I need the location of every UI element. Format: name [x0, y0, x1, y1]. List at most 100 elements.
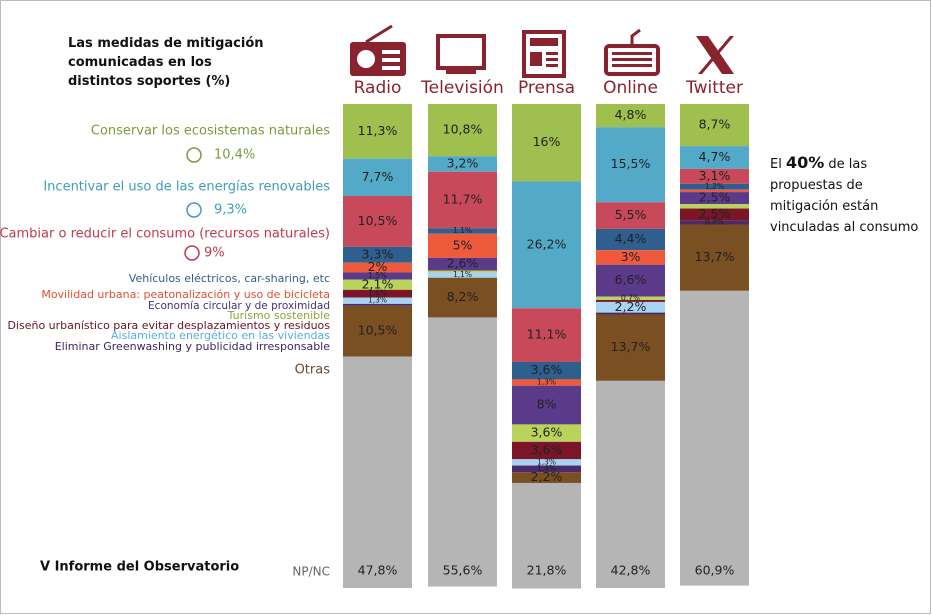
value-label: 3,6% — [531, 362, 563, 377]
bar-segment — [428, 228, 497, 234]
legend-total: 10,4% — [214, 148, 255, 163]
value-label: 60,9% — [695, 563, 735, 578]
bar-segment — [680, 183, 749, 190]
value-label: 1,5% — [368, 271, 387, 280]
bar-segment — [343, 289, 412, 298]
value-label: 11,3% — [358, 123, 398, 138]
category-label: Prensa — [518, 78, 575, 98]
value-label: 5% — [453, 237, 473, 252]
note-text: El — [770, 157, 782, 172]
value-label: 7,7% — [362, 169, 394, 184]
bar-segment — [512, 465, 581, 473]
bar-segment — [343, 104, 412, 159]
bar-segment — [680, 224, 749, 291]
bar-segment — [596, 228, 665, 251]
value-label: 42,8% — [611, 563, 651, 578]
chart-title: Las medidas de mitigación comunicadas en… — [68, 36, 264, 89]
note-highlight: 40% — [785, 153, 825, 172]
bar-segment — [428, 257, 497, 271]
value-label: 13,7% — [611, 339, 651, 354]
legend-label: Economía circular y de proximidad — [148, 300, 330, 312]
bar-segment — [680, 220, 749, 225]
bar-segment — [680, 192, 749, 205]
value-label: 6,6% — [615, 272, 647, 287]
bar-segment — [343, 262, 412, 273]
value-label: 10,5% — [358, 323, 398, 338]
value-label: 26,2% — [527, 236, 567, 251]
bar-segment — [596, 296, 665, 301]
value-label: 4,4% — [615, 231, 647, 246]
value-label: 2,5% — [699, 206, 731, 221]
title-box: Las medidas de mitigación comunicadas en… — [68, 36, 264, 89]
category-label: Twitter — [685, 78, 743, 98]
value-label: 55,6% — [443, 563, 483, 578]
value-label: 3,3% — [362, 246, 394, 261]
bar-segment — [428, 156, 497, 172]
legend-label: NP/NC — [292, 565, 330, 579]
value-label: 16% — [533, 134, 561, 149]
value-label: 3,1% — [699, 168, 731, 183]
value-label: 1,3% — [537, 457, 556, 466]
value-label: 2,5% — [699, 190, 731, 205]
value-label: 21,8% — [527, 563, 567, 578]
bar-segment — [596, 312, 665, 315]
value-label: 4,7% — [699, 149, 731, 164]
value-label: 2,6% — [447, 256, 479, 271]
bar-segment — [428, 104, 497, 157]
legend-icon — [184, 245, 200, 261]
value-label: 1,6% — [368, 289, 387, 298]
value-label: 1,1% — [453, 270, 472, 279]
tv-icon — [436, 34, 486, 74]
value-label: 10,8% — [443, 122, 483, 137]
legend-label: Diseño urbanístico para evitar desplazam… — [7, 319, 330, 332]
value-label: 2% — [368, 259, 388, 274]
bar-segment — [512, 385, 581, 425]
bar-segment — [596, 104, 665, 128]
value-label: 11,1% — [527, 327, 567, 342]
bar-segment — [512, 459, 581, 466]
bar-segment — [343, 305, 412, 357]
value-label: 1,3% — [537, 378, 556, 387]
news-icon — [522, 30, 566, 78]
bar-segment — [680, 290, 749, 586]
bar-segment — [428, 270, 497, 273]
value-label: 47,8% — [358, 563, 398, 578]
bar-segment — [596, 264, 665, 297]
legend-label: Turismo sostenible — [227, 309, 331, 322]
value-label: 3,6% — [531, 442, 563, 457]
bar-segment — [512, 361, 581, 380]
legend-label: Vehículos eléctricos, car-sharing, etc — [129, 272, 330, 285]
category-label: Radio — [354, 78, 402, 98]
legend-label: Otras — [295, 363, 331, 378]
bar-segment — [512, 441, 581, 460]
bar-segment — [596, 127, 665, 203]
value-label: 2,2% — [615, 299, 647, 314]
value-label: 2,2% — [531, 469, 563, 484]
bar-segment — [343, 297, 412, 304]
value-label: 3,6% — [531, 425, 563, 440]
note-text: de las propuestas de mitigación están vi… — [770, 157, 919, 235]
legend-label: Aislamiento energético en las viviendas — [111, 329, 330, 342]
value-label: 11,7% — [443, 192, 483, 207]
bar-segment — [512, 308, 581, 362]
footer: V Informe del Observatorio — [40, 560, 239, 575]
x-icon — [696, 36, 734, 74]
bar-segment — [512, 104, 581, 182]
bar-segment — [596, 314, 665, 381]
bar-segment — [428, 277, 497, 318]
value-label: 10,5% — [358, 213, 398, 228]
bar-segment — [512, 181, 581, 309]
bar-segment — [596, 300, 665, 302]
value-label: 13,7% — [695, 249, 735, 264]
legend-label: Eliminar Greenwashing y publicidad irres… — [55, 340, 331, 353]
bar-segment — [343, 279, 412, 290]
bar-segment — [428, 171, 497, 229]
bar-segment — [343, 272, 412, 280]
bar-segment — [343, 158, 412, 196]
bar-segment — [343, 303, 412, 306]
value-label: 1,4% — [537, 464, 556, 473]
radio-icon — [350, 24, 406, 76]
bar-segment — [680, 189, 749, 193]
bar-segment — [596, 380, 665, 588]
legend-label: Conservar los ecosistemas naturales — [91, 124, 330, 139]
